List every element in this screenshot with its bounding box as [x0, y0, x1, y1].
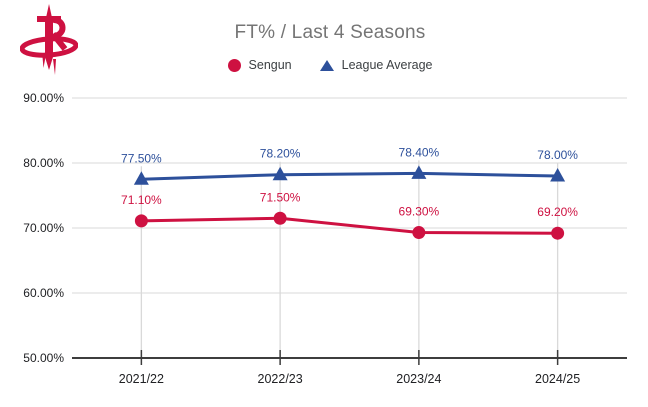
legend-label: Sengun — [248, 58, 292, 72]
data-label: 69.20% — [537, 205, 578, 219]
y-axis-tick-label: 70.00% — [23, 221, 64, 235]
legend-item-sengun: Sengun — [227, 58, 292, 72]
series-line-league-average — [139, 171, 560, 181]
x-axis-tick-label: 2023/24 — [396, 372, 441, 386]
chart-legend: Sengun League Average — [12, 58, 648, 72]
triangle-marker-icon — [319, 59, 334, 71]
data-point-sengun — [412, 226, 426, 240]
legend-item-league-average: League Average — [319, 58, 433, 72]
data-point-league-average — [272, 166, 288, 181]
data-point-league-average — [133, 171, 149, 185]
y-axis-tick-label: 60.00% — [23, 286, 64, 300]
rockets-logo-icon — [20, 4, 78, 75]
y-axis-tick-label: 90.00% — [23, 91, 64, 105]
x-axis-tick-label: 2024/25 — [535, 372, 580, 386]
data-label: 78.20% — [260, 147, 301, 161]
data-label: 78.00% — [537, 148, 578, 162]
y-axis-tick-label: 80.00% — [23, 156, 64, 170]
data-label: 71.50% — [260, 190, 301, 204]
x-axis-tick-label: 2021/22 — [119, 372, 164, 386]
data-label: 77.50% — [121, 151, 162, 165]
series-line-sengun — [139, 216, 560, 235]
data-point-sengun — [273, 211, 287, 225]
data-label: 71.10% — [121, 193, 162, 207]
chart-title: FT% / Last 4 Seasons — [234, 22, 426, 43]
data-label: 69.30% — [399, 205, 440, 219]
x-axis-tick-label: 2022/23 — [258, 372, 303, 386]
legend-label: League Average — [341, 58, 433, 72]
data-point-league-average — [411, 165, 427, 179]
data-label: 78.40% — [399, 145, 440, 159]
data-point-league-average — [550, 168, 566, 182]
data-point-sengun — [134, 214, 148, 228]
data-point-sengun — [551, 226, 565, 240]
y-axis-tick-label: 50.00% — [23, 351, 64, 365]
circle-marker-icon — [227, 58, 241, 72]
